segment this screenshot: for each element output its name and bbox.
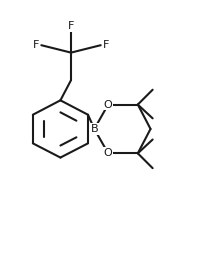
Text: O: O (104, 148, 113, 158)
Text: F: F (103, 40, 109, 50)
Text: F: F (33, 40, 39, 50)
Text: O: O (104, 100, 113, 109)
Text: F: F (68, 21, 74, 31)
Text: B: B (91, 124, 98, 134)
